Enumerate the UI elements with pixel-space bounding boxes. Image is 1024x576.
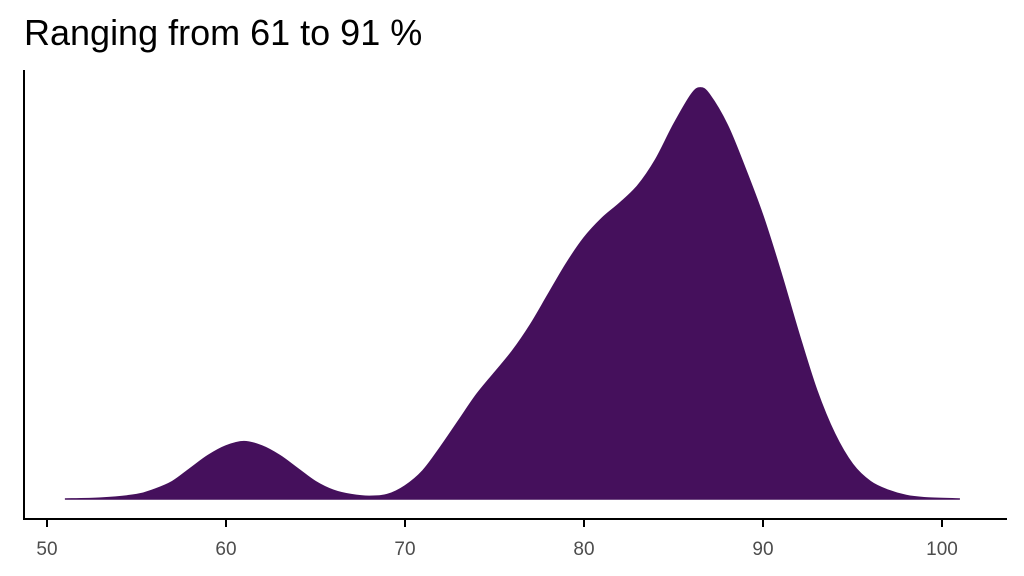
x-tick-label: 80: [573, 539, 594, 560]
x-axis-ticks: 50 60 70 80 90 100: [36, 519, 958, 560]
x-tick-label: 90: [752, 539, 773, 560]
x-tick-label: 70: [394, 539, 415, 560]
density-area: [64, 87, 960, 500]
x-tick-label: 60: [215, 539, 236, 560]
chart-title: Ranging from 61 to 91 %: [24, 12, 423, 53]
x-tick-label: 50: [36, 539, 57, 560]
x-tick-label: 100: [926, 539, 958, 560]
